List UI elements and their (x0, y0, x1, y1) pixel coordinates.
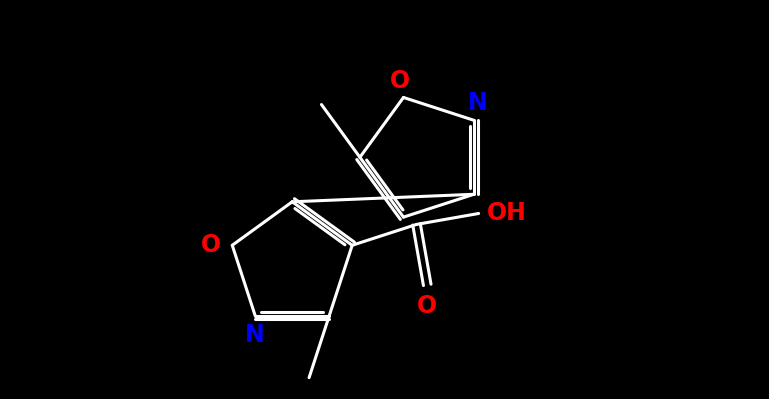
Text: N: N (245, 323, 265, 347)
Text: OH: OH (487, 201, 526, 225)
Text: O: O (390, 69, 410, 93)
Text: N: N (468, 91, 488, 115)
Text: O: O (417, 294, 438, 318)
Text: O: O (201, 233, 221, 257)
